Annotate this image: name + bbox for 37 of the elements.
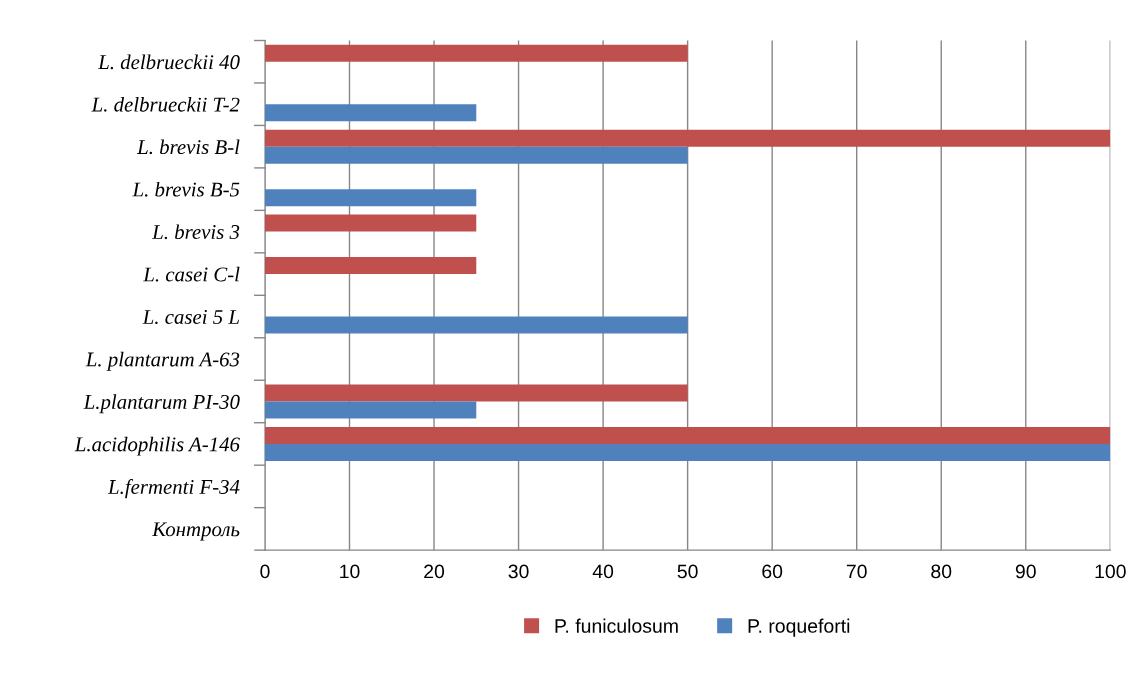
bar	[264, 214, 477, 232]
bar	[264, 316, 688, 334]
x-tick-label: 10	[340, 564, 360, 579]
bar	[264, 257, 477, 275]
x-tick-label: 30	[508, 564, 529, 579]
x-tick-label: 100	[1095, 564, 1126, 579]
y-tick-label: L. plantarum A-63	[85, 351, 240, 371]
bar	[264, 401, 477, 419]
x-tick-label: 0	[260, 564, 270, 579]
y-tick-label: L. brevis 3	[151, 224, 240, 240]
y-tick-label: L. casei 5 L	[142, 309, 239, 325]
x-tick-label: 90	[1015, 564, 1036, 579]
bar	[264, 426, 1111, 444]
bar	[264, 129, 1111, 147]
x-tick-label: 50	[677, 564, 698, 579]
y-tick-label: L.acidophilis A-146	[74, 436, 240, 456]
bar	[264, 384, 688, 402]
y-tick-label: L.fermenti F-34	[107, 479, 240, 499]
x-tick-label: 20	[424, 564, 445, 579]
bar	[264, 104, 477, 122]
x-tick-label: 60	[762, 564, 783, 579]
y-tick-label: L. delbrueckii 40	[97, 54, 240, 70]
y-tick-label: L. brevis B-l	[136, 139, 240, 155]
bar	[264, 189, 477, 207]
legend-label: P. roqueforti	[748, 618, 850, 637]
bar	[264, 44, 688, 62]
y-tick-label: Контроль	[151, 522, 240, 541]
bar	[264, 443, 1111, 461]
x-tick-label: 80	[931, 564, 952, 579]
y-tick-label: L.plantarum PI-30	[83, 394, 240, 414]
y-tick-label: L. casei C-l	[143, 266, 240, 282]
y-tick-label: L. brevis B-5	[132, 181, 240, 197]
y-tick-label: L. delbrueckii T-2	[91, 96, 240, 112]
x-tick-label: 40	[592, 564, 614, 579]
bar	[264, 146, 688, 164]
legend-label: P. funiculosum	[555, 618, 678, 633]
x-tick-label: 70	[846, 564, 867, 579]
